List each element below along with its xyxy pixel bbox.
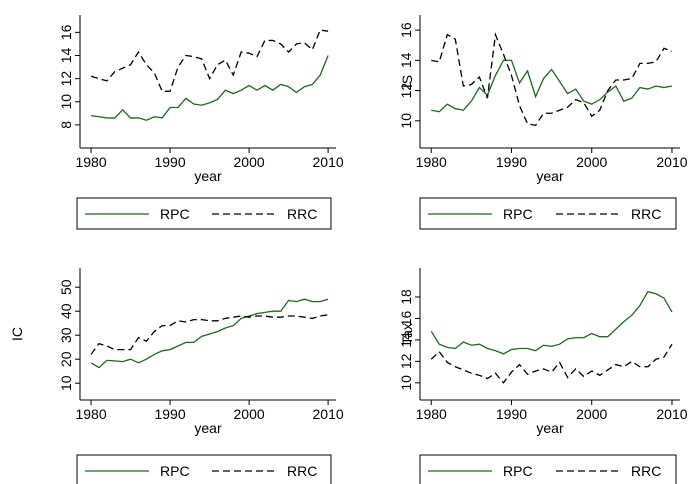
series-line bbox=[431, 32, 673, 127]
x-tick-label: 1990 bbox=[496, 406, 527, 422]
series-line bbox=[90, 298, 329, 369]
legend-label: RPC bbox=[503, 463, 533, 479]
x-tick-label: 1990 bbox=[154, 406, 185, 422]
x-tick-label: 2000 bbox=[234, 154, 265, 170]
y-tick-label: 12 bbox=[398, 83, 414, 99]
x-axis-label: year bbox=[536, 168, 564, 184]
x-tick-label: 2010 bbox=[313, 406, 344, 422]
y-tick-label: 10 bbox=[398, 113, 414, 129]
y-tick-label: 16 bbox=[58, 24, 74, 40]
legend-label: RPC bbox=[160, 206, 190, 222]
y-tick-label: 14 bbox=[58, 47, 74, 63]
x-axis-label: year bbox=[194, 420, 222, 436]
y-axis-label: IS bbox=[399, 75, 415, 88]
legend-label: RRC bbox=[631, 463, 661, 479]
y-tick-label: 12 bbox=[58, 71, 74, 87]
series-line bbox=[431, 59, 673, 113]
y-tick-label: 30 bbox=[58, 327, 74, 343]
series-line bbox=[430, 290, 673, 355]
y-axis-label: Tax bbox=[399, 323, 415, 345]
y-tick-label: 8 bbox=[58, 121, 74, 129]
series-line bbox=[430, 343, 673, 384]
x-tick-label: 1980 bbox=[75, 154, 106, 170]
y-tick-label: 10 bbox=[58, 94, 74, 110]
series-line bbox=[90, 314, 329, 355]
series-line bbox=[90, 29, 329, 92]
x-axis-label: year bbox=[536, 420, 564, 436]
x-tick-label: 2010 bbox=[656, 406, 687, 422]
y-tick-label: 10 bbox=[398, 375, 414, 391]
x-tick-label: 1980 bbox=[416, 154, 447, 170]
x-tick-label: 2000 bbox=[234, 406, 265, 422]
x-tick-label: 1980 bbox=[75, 406, 106, 422]
legend-label: RRC bbox=[287, 206, 317, 222]
legend-label: RPC bbox=[160, 463, 190, 479]
x-tick-label: 1990 bbox=[496, 154, 527, 170]
y-tick-label: 50 bbox=[58, 279, 74, 295]
y-tick-label: 10 bbox=[58, 375, 74, 391]
legend-label: RPC bbox=[503, 206, 533, 222]
y-tick-label: 14 bbox=[398, 332, 414, 348]
x-tick-label: 2010 bbox=[656, 154, 687, 170]
legend-label: RRC bbox=[631, 206, 661, 222]
y-tick-label: 40 bbox=[58, 303, 74, 319]
x-tick-label: 1990 bbox=[154, 154, 185, 170]
y-tick-label: 12 bbox=[398, 353, 414, 369]
series-line bbox=[90, 55, 329, 121]
x-tick-label: 1980 bbox=[416, 406, 447, 422]
y-tick-label: 16 bbox=[398, 310, 414, 326]
legend-box bbox=[76, 454, 332, 484]
x-tick-label: 2010 bbox=[313, 154, 344, 170]
x-axis-label: year bbox=[194, 168, 222, 184]
y-tick-label: 14 bbox=[398, 52, 414, 68]
legend-box bbox=[419, 454, 677, 484]
y-tick-label: 18 bbox=[398, 289, 414, 305]
legend-label: RRC bbox=[287, 463, 317, 479]
x-tick-label: 2000 bbox=[576, 406, 607, 422]
y-tick-label: 20 bbox=[58, 351, 74, 367]
x-tick-label: 2000 bbox=[576, 154, 607, 170]
y-tick-label: 16 bbox=[398, 22, 414, 38]
y-axis-label: IC bbox=[9, 327, 25, 341]
